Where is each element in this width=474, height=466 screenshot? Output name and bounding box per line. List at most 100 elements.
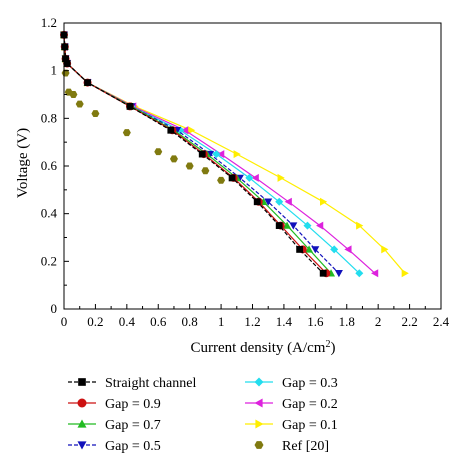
x-tick-label: 0.8 <box>182 314 198 329</box>
data-point <box>319 269 327 277</box>
y-axis-label: Voltage (V) <box>15 128 31 198</box>
legend-item: Gap = 0.5 <box>68 439 161 454</box>
x-tick-label: 1 <box>218 314 225 329</box>
data-point <box>63 60 71 67</box>
data-point <box>84 79 91 86</box>
data-point <box>283 221 292 229</box>
x-tick-label: 0.6 <box>150 314 167 329</box>
x-axis-label-main: Current density (A/cm <box>191 340 326 356</box>
legend-label: Straight channel <box>105 376 196 391</box>
legend-marker <box>77 419 87 428</box>
legend-item: Gap = 0.3 <box>245 376 338 391</box>
data-point <box>284 197 292 206</box>
y-tick-label: 0.6 <box>41 158 58 173</box>
data-point <box>180 126 189 135</box>
data-point <box>319 197 328 206</box>
data-point <box>69 91 78 98</box>
data-point <box>122 129 131 137</box>
data-point <box>217 150 225 159</box>
legend-marker <box>254 441 264 449</box>
legend-marker <box>255 419 264 429</box>
data-point <box>334 270 343 278</box>
legend-item: Gap = 0.7 <box>68 418 161 433</box>
y-tick-label: 0.2 <box>41 253 57 268</box>
x-tick-label: 0.2 <box>87 314 103 329</box>
x-tick-label: 0 <box>61 314 68 329</box>
x-tick-label: 1.4 <box>276 314 293 329</box>
legend-marker <box>254 398 263 408</box>
data-point <box>245 173 254 182</box>
x-tick-label: 1.8 <box>339 314 355 329</box>
data-point <box>355 269 364 278</box>
data-point <box>91 110 100 118</box>
data-point <box>188 126 196 135</box>
data-point <box>296 246 304 253</box>
x-tick-label: 2.2 <box>401 314 417 329</box>
data-point <box>289 222 298 230</box>
data-point <box>330 245 339 254</box>
series-layer <box>60 30 409 278</box>
y-tick-label: 0 <box>51 301 58 316</box>
x-axis-label-end: ) <box>330 340 335 356</box>
x-tick-label: 2.4 <box>433 314 450 329</box>
data-point <box>169 155 178 163</box>
legend-item: Gap = 0.2 <box>245 397 338 412</box>
legend-item: Ref [20] <box>254 439 329 454</box>
data-point <box>212 150 221 159</box>
legend-label: Ref [20] <box>282 439 329 454</box>
data-point <box>253 198 261 206</box>
data-point <box>264 198 273 206</box>
data-point <box>185 162 194 170</box>
data-point <box>401 269 409 278</box>
legend-item: Gap = 0.9 <box>68 397 161 412</box>
legend-label: Gap = 0.1 <box>282 418 338 433</box>
data-point <box>356 221 364 230</box>
data-point <box>201 167 210 175</box>
data-point <box>75 100 84 108</box>
ticks-layer: 0 0.2 0.4 0.6 0.8 1 1.2 1.4 1.6 1.8 2 2.2 2.4 0 0.2 0.4… <box>41 15 450 329</box>
legend-label: Gap = 0.3 <box>282 376 338 391</box>
y-tick-label: 0.8 <box>41 110 57 125</box>
data-point <box>311 246 320 254</box>
data-point <box>277 173 285 182</box>
data-point <box>198 150 206 158</box>
legend-label: Gap = 0.2 <box>282 397 338 412</box>
x-tick-label: 1.6 <box>307 314 324 329</box>
legend: Straight channel Gap = 0.9 Gap = 0.7 Gap = … <box>68 376 338 454</box>
data-point <box>217 176 226 184</box>
legend-label: Gap = 0.5 <box>105 439 161 454</box>
x-tick-label: 0.4 <box>119 314 136 329</box>
legend-marker <box>78 378 86 386</box>
data-point <box>62 55 69 63</box>
data-point <box>316 221 324 230</box>
data-point <box>275 222 283 229</box>
data-point <box>381 245 389 254</box>
data-point <box>167 126 175 134</box>
x-tick-label: 1.2 <box>244 314 260 329</box>
data-point <box>154 148 163 156</box>
y-tick-label: 1.2 <box>41 15 57 30</box>
data-point <box>251 173 259 182</box>
data-point <box>371 269 379 278</box>
data-point <box>228 174 236 182</box>
series-7 <box>61 69 226 184</box>
data-point <box>233 150 241 159</box>
data-point <box>126 103 134 110</box>
data-point <box>305 245 314 253</box>
y-tick-label: 1 <box>51 63 58 78</box>
legend-label: Gap = 0.9 <box>105 397 161 412</box>
data-point <box>303 221 312 230</box>
legend-item: Straight channel <box>68 376 196 391</box>
legend-label: Gap = 0.7 <box>105 418 161 433</box>
x-axis-label: Current density (A/cm2) <box>191 339 336 356</box>
legend-marker <box>77 441 87 450</box>
legend-item: Gap = 0.1 <box>245 418 338 433</box>
legend-marker <box>77 398 87 408</box>
y-tick-label: 0.4 <box>41 206 58 221</box>
data-point <box>344 245 352 254</box>
x-axis-label-sup: 2 <box>325 339 330 350</box>
x-tick-label: 2 <box>375 314 382 329</box>
data-point <box>275 197 284 206</box>
